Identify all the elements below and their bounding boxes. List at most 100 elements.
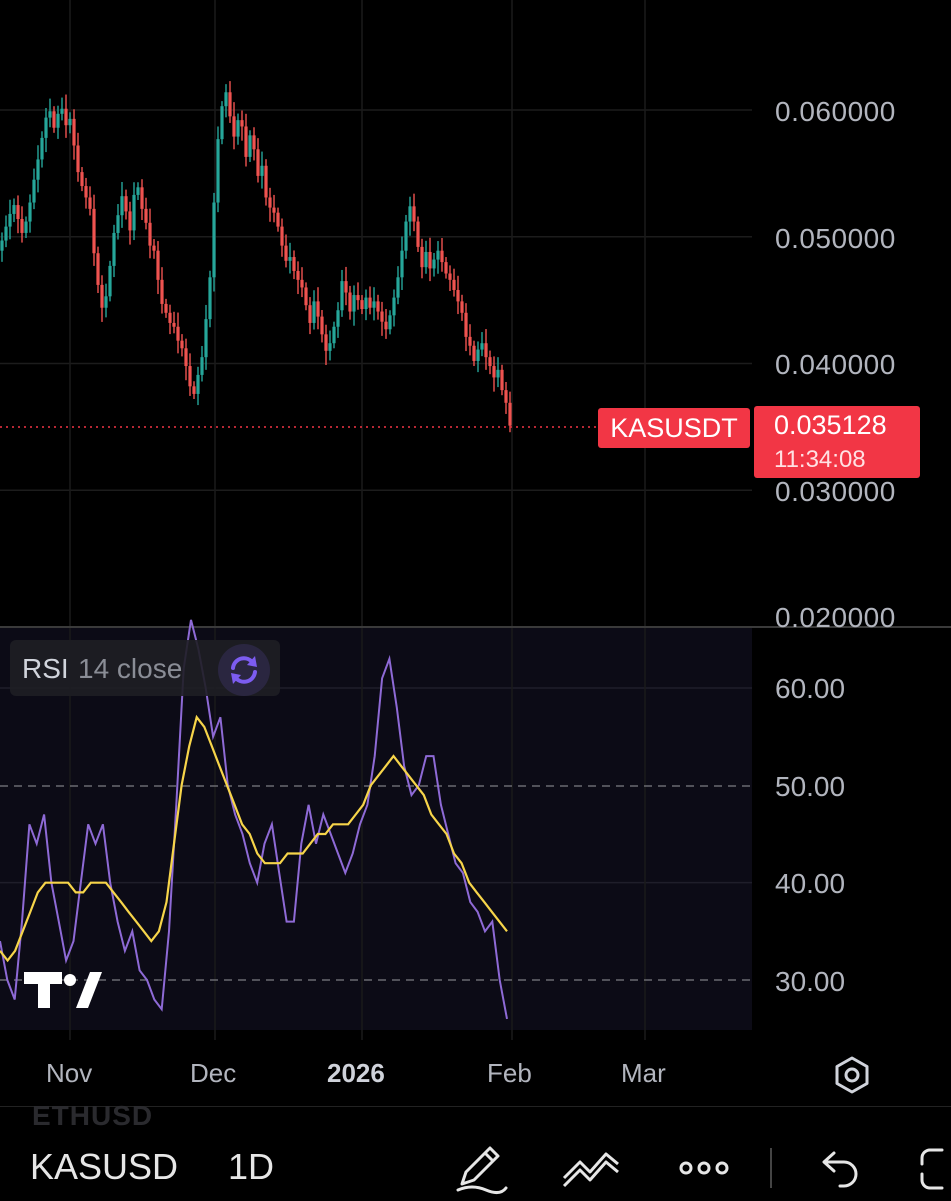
candle-body	[372, 301, 376, 308]
candle-body	[436, 250, 440, 260]
candle-body	[328, 343, 332, 351]
candle-body	[424, 251, 428, 268]
candle-body	[276, 212, 280, 227]
fullscreen-icon[interactable]	[912, 1140, 951, 1196]
price-tick: 0.040000	[775, 349, 896, 380]
candle-body	[380, 311, 384, 322]
candle-body	[428, 251, 432, 269]
candle-body	[0, 240, 4, 251]
candle-body	[452, 279, 456, 290]
chart-settings-icon[interactable]	[832, 1055, 872, 1095]
candle-body	[184, 348, 188, 367]
refresh-icon[interactable]	[218, 644, 270, 696]
candle-body	[228, 92, 232, 117]
candle-body	[232, 116, 236, 137]
candle-body	[264, 165, 268, 198]
candle-body	[248, 135, 252, 157]
candle-body	[36, 159, 40, 180]
undo-icon[interactable]	[810, 1140, 866, 1196]
candle-body	[408, 206, 412, 222]
candle-body	[124, 196, 128, 212]
candle-body	[352, 295, 356, 312]
candle-body	[480, 343, 484, 350]
time-tick: Feb	[487, 1058, 532, 1088]
rsi-tick: 60.00	[775, 673, 846, 704]
candle-body	[288, 257, 292, 261]
candle-body	[164, 303, 168, 313]
candle-body	[40, 137, 44, 160]
grid-lines	[0, 0, 752, 1040]
candle-body	[20, 219, 24, 233]
candle-body	[280, 226, 284, 246]
candle-body	[400, 250, 404, 278]
candle-body	[56, 113, 60, 128]
price-tick: 0.060000	[775, 96, 896, 127]
rsi-tick: 30.00	[775, 966, 846, 997]
candle-body	[364, 297, 368, 309]
candle-body	[460, 301, 464, 313]
candle-body	[152, 245, 156, 251]
candle-body	[472, 345, 476, 361]
candle-body	[108, 265, 112, 297]
candle-body	[420, 246, 424, 268]
draw-icon[interactable]	[452, 1140, 508, 1196]
candle-body	[260, 165, 264, 176]
candle-body	[476, 349, 480, 361]
candle-body	[312, 301, 316, 323]
candle-body	[268, 197, 272, 208]
candle-body	[456, 289, 460, 302]
candle-body	[360, 300, 364, 309]
candle-body	[60, 108, 64, 114]
toolbar-divider	[770, 1148, 772, 1188]
rsi-ma-line	[0, 714, 508, 963]
candle-body	[88, 197, 92, 209]
time-tick: Mar	[621, 1058, 666, 1088]
candle-body	[356, 295, 360, 301]
more-icon[interactable]	[676, 1140, 732, 1196]
candle-body	[484, 343, 488, 358]
indicator-params: 14 close	[78, 653, 183, 684]
candle-body	[492, 366, 496, 378]
candle-body	[224, 92, 228, 107]
tradingview-logo-icon	[24, 970, 102, 1010]
candle-body	[96, 253, 100, 285]
candle-body	[236, 120, 240, 137]
candle-body	[244, 126, 248, 157]
bottom-toolbar	[0, 1106, 951, 1201]
rsi-tick: 50.00	[775, 771, 846, 802]
candle-body	[432, 259, 436, 269]
rsi-line	[0, 619, 508, 1020]
time-tick: Dec	[190, 1058, 237, 1088]
candle-body	[316, 301, 320, 317]
candle-body	[220, 106, 224, 140]
candle-body	[324, 334, 328, 351]
candle-body	[100, 284, 104, 308]
candle-body	[292, 257, 296, 271]
candle-body	[180, 340, 184, 349]
candle-body	[72, 118, 76, 146]
candle-body	[112, 232, 116, 266]
candle-body	[348, 292, 352, 312]
candle-body	[392, 297, 396, 316]
candle-body	[104, 296, 108, 308]
indicator-name: RSI	[22, 653, 69, 684]
candle-body	[332, 326, 336, 344]
symbol-button[interactable]: KASUSD	[30, 1146, 179, 1187]
candle-body	[300, 279, 304, 288]
candle-body	[256, 149, 260, 176]
chart-canvas[interactable]	[0, 0, 951, 1105]
candle-body	[84, 186, 88, 198]
candle-body	[412, 206, 416, 222]
candle-body	[272, 207, 276, 213]
interval-button[interactable]: 1D	[228, 1146, 275, 1187]
candle-body	[136, 187, 140, 195]
candle-body	[388, 315, 392, 330]
candle-body	[116, 215, 120, 233]
candle-body	[172, 322, 176, 327]
candle-body	[24, 221, 28, 233]
candle-body	[216, 139, 220, 203]
indicators-icon[interactable]	[560, 1140, 619, 1196]
candle-body	[44, 117, 48, 138]
candle-body	[168, 312, 172, 323]
candle-body	[304, 287, 308, 306]
